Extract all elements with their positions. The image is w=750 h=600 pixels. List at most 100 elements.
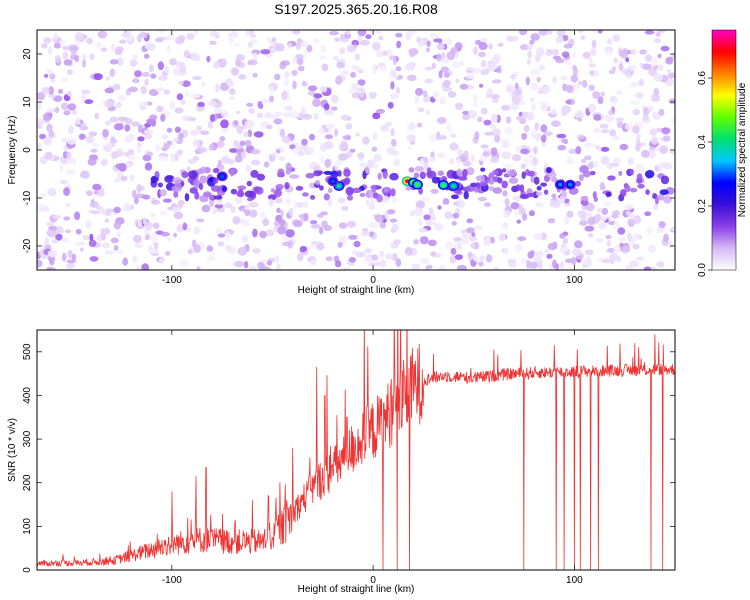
- spectrogram-cell: [285, 229, 295, 238]
- spectrogram-cell: [206, 245, 214, 252]
- spectrogram-cell: [317, 213, 324, 218]
- spectrogram-cell: [217, 241, 225, 247]
- spectrogram-cell: [607, 38, 613, 45]
- spectrogram-cell: [90, 210, 101, 215]
- spectrogram-cell: [644, 170, 655, 179]
- spectrogram-cell: [582, 170, 592, 178]
- spectrogram-cell: [579, 220, 588, 226]
- spectrogram-cell: [656, 194, 665, 201]
- spectrogram-cell: [561, 111, 568, 116]
- spectrogram-cell: [454, 254, 463, 260]
- spectrogram-cell: [341, 114, 349, 121]
- colorbar: 0.0 0.2 0.4 0.6 Normalized spectral amplitu…: [697, 29, 748, 277]
- spectrogram-cell: [293, 200, 298, 210]
- snr-y-tick-label: 100: [22, 518, 33, 535]
- spectrogram-cell: [203, 191, 212, 198]
- spectrogram-cell: [357, 152, 365, 159]
- spectrogram-cell: [463, 150, 469, 159]
- spectrogram-cell: [552, 55, 562, 61]
- spectrogram-cell: [320, 155, 325, 165]
- spectrogram-cell: [40, 192, 47, 199]
- spectrogram-cell: [457, 242, 462, 251]
- spectrogram-cell: [466, 227, 475, 234]
- spectrogram-cell: [49, 73, 56, 80]
- spectrogram-cell: [40, 205, 50, 212]
- spectrogram-cell: [299, 41, 309, 47]
- spectrogram-hotspot: [451, 184, 456, 188]
- spectrogram-cell: [536, 47, 545, 57]
- spectrogram-cell: [632, 125, 640, 134]
- spectrogram-cell: [473, 102, 478, 108]
- spectrogram-cell: [66, 157, 77, 165]
- spectrogram-cell: [61, 252, 67, 262]
- spectrogram-cell: [75, 241, 86, 246]
- spectrogram-cell: [245, 164, 252, 173]
- spectrogram-cell: [556, 30, 566, 37]
- spectrogram-cell: [609, 252, 619, 262]
- spectrogram-cell: [436, 43, 446, 51]
- spectrogram-cell: [263, 161, 270, 168]
- spectrogram-cell: [478, 51, 486, 58]
- snr-y-tick-label: 0: [22, 567, 33, 573]
- spectrogram-cell: [587, 210, 593, 218]
- spectrogram-cell: [665, 56, 674, 65]
- spectrogram-x-tick-label: 0: [370, 275, 376, 286]
- spectrogram-cell: [415, 200, 426, 209]
- spectrogram-cell: [51, 239, 58, 244]
- spectrogram-cell: [392, 59, 397, 65]
- spectrogram-cell: [543, 131, 553, 137]
- spectrogram-cell: [323, 193, 330, 201]
- spectrogram-hotspot: [415, 182, 420, 187]
- spectrogram-cell: [299, 245, 307, 253]
- spectrogram-cell: [307, 90, 316, 96]
- spectrogram-cell: [609, 129, 616, 137]
- spectrogram-cell: [260, 49, 271, 55]
- spectrogram-cell: [604, 48, 613, 55]
- spectrogram-cell: [650, 93, 661, 102]
- spectrogram-cell: [546, 253, 553, 259]
- spectrogram-cell: [431, 62, 436, 70]
- spectrogram-cell: [484, 131, 494, 136]
- spectrogram-cell: [450, 133, 457, 138]
- spectrogram-cell: [191, 92, 201, 99]
- spectrogram-cell: [608, 69, 616, 75]
- spectrogram-cell: [337, 170, 342, 177]
- spectrogram-cell: [139, 31, 148, 39]
- spectrogram-cell: [224, 202, 233, 209]
- spectrogram-cell: [172, 137, 179, 143]
- spectrogram-cell: [386, 209, 396, 215]
- spectrogram-cell: [141, 263, 149, 270]
- spectrogram-cell: [447, 91, 457, 98]
- spectrogram-cell: [520, 148, 530, 155]
- spectrogram-cell: [117, 116, 128, 122]
- spectrogram-cell: [325, 256, 333, 262]
- spectrogram-cell: [169, 100, 175, 110]
- spectrogram-cell: [641, 150, 650, 158]
- spectrogram-cell: [85, 135, 95, 144]
- spectrogram-cell: [48, 86, 54, 95]
- spectrogram-cell: [404, 246, 413, 256]
- spectrogram-cell: [337, 197, 346, 204]
- spectrogram-cell: [478, 261, 484, 267]
- spectrogram-cell: [292, 220, 303, 228]
- spectrogram-cell: [346, 30, 351, 35]
- spectrogram-cell: [479, 154, 487, 162]
- spectrogram-cell: [177, 149, 184, 156]
- spectrogram-cell: [338, 222, 348, 229]
- spectrogram-cell: [66, 151, 72, 159]
- spectrogram-cell: [301, 138, 308, 146]
- spectrogram-cell: [451, 221, 457, 226]
- spectrogram-cell: [212, 167, 220, 174]
- spectrogram-cell: [458, 200, 466, 209]
- spectrogram-cell: [384, 211, 389, 220]
- spectrogram-cell: [637, 183, 645, 189]
- spectrogram-cell: [247, 41, 254, 48]
- spectrogram-cell: [396, 40, 402, 49]
- spectrogram-cell: [200, 130, 210, 136]
- spectrogram-cell: [497, 177, 503, 184]
- spectrogram-cell: [447, 124, 452, 133]
- spectrogram-cell: [97, 30, 108, 39]
- spectrogram-cell: [276, 207, 281, 213]
- spectrogram-cell: [178, 132, 184, 140]
- spectrogram-cell: [269, 95, 274, 103]
